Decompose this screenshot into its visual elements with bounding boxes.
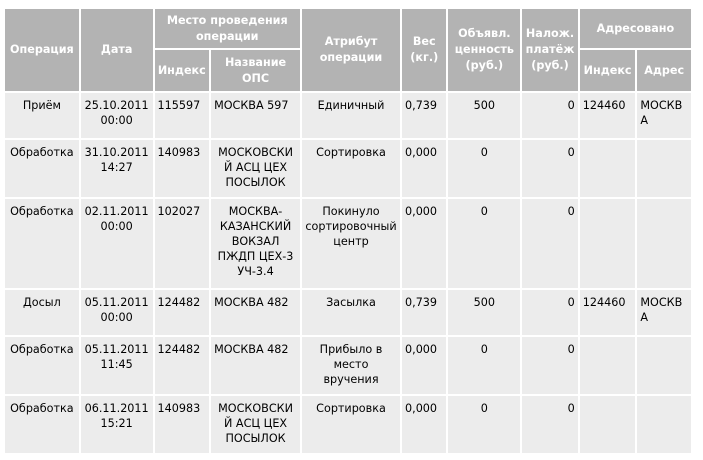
cell-operation: Обработка (5, 140, 79, 197)
cell-attribute: Сортировка (302, 396, 401, 453)
cell-date: 31.10.2011 14:27 (80, 140, 153, 197)
cell-attribute: Сортировка (302, 140, 401, 197)
table-row: Обработка 06.11.2011 15:21 140983 МОСКОВ… (5, 396, 691, 453)
cell-addr-address (637, 337, 691, 394)
cell-date: 05.11.2011 00:00 (80, 290, 153, 335)
table-row: Приём 25.10.2011 00:00 115597 МОСКВА 597… (5, 93, 691, 138)
cell-addr-address: МОСКВА (637, 290, 691, 335)
cell-index: 124482 (154, 290, 210, 335)
cell-index: 115597 (154, 93, 210, 138)
header-place: Место проведения операции (154, 9, 300, 48)
header-cod: Налож. платёж (руб.) (522, 9, 578, 91)
cell-operation: Обработка (5, 337, 79, 394)
cell-declared-value: 500 (448, 93, 521, 138)
cell-declared-value: 0 (448, 140, 521, 197)
cell-attribute: Покинуло сортировочный центр (302, 199, 401, 288)
header-operation: Операция (5, 9, 79, 91)
cell-addr-address (637, 396, 691, 453)
header-declared-value: Объявл. ценность (руб.) (448, 9, 521, 91)
tracking-history-table: Операция Дата Место проведения операции … (3, 7, 693, 455)
cell-cod: 0 (522, 290, 578, 335)
cell-weight: 0,000 (402, 337, 447, 394)
cell-weight: 0,000 (402, 140, 447, 197)
cell-declared-value: 0 (448, 396, 521, 453)
cell-attribute: Единичный (302, 93, 401, 138)
table-row: Обработка 02.11.2011 00:00 102027 МОСКВА… (5, 199, 691, 288)
cell-addr-index (579, 199, 636, 288)
header-addr-address: Адрес (637, 50, 691, 91)
cell-operation: Обработка (5, 396, 79, 453)
cell-addr-index: 124460 (579, 93, 636, 138)
header-attribute: Атрибут операции (302, 9, 401, 91)
cell-declared-value: 0 (448, 199, 521, 288)
cell-ops-name: МОСКВА 482 (211, 337, 300, 394)
cell-addr-index (579, 396, 636, 453)
cell-date: 25.10.2011 00:00 (80, 93, 153, 138)
cell-index: 124482 (154, 337, 210, 394)
header-addr-index: Индекс (579, 50, 636, 91)
cell-addr-index: 124460 (579, 290, 636, 335)
cell-operation: Обработка (5, 199, 79, 288)
table-row: Досыл 05.11.2011 00:00 124482 МОСКВА 482… (5, 290, 691, 335)
cell-weight: 0,000 (402, 396, 447, 453)
table-header: Операция Дата Место проведения операции … (5, 9, 691, 91)
cell-weight: 0,739 (402, 290, 447, 335)
cell-cod: 0 (522, 93, 578, 138)
cell-weight: 0,739 (402, 93, 447, 138)
table-row: Обработка 05.11.2011 11:45 124482 МОСКВА… (5, 337, 691, 394)
header-weight: Вес (кг.) (402, 9, 447, 91)
header-date: Дата (80, 9, 153, 91)
cell-index: 140983 (154, 140, 210, 197)
cell-index: 102027 (154, 199, 210, 288)
cell-ops-name: МОСКОВСКИЙ АСЦ ЦЕХ ПОСЫЛОК (211, 396, 300, 453)
cell-attribute: Прибыло в место вручения (302, 337, 401, 394)
cell-weight: 0,000 (402, 199, 447, 288)
cell-addr-address (637, 199, 691, 288)
cell-cod: 0 (522, 140, 578, 197)
header-addressed: Адресовано (579, 9, 691, 48)
cell-cod: 0 (522, 337, 578, 394)
cell-declared-value: 500 (448, 290, 521, 335)
cell-addr-index (579, 337, 636, 394)
cell-addr-address: МОСКВА (637, 93, 691, 138)
header-ops-name: Название ОПС (211, 50, 300, 91)
table-row: Обработка 31.10.2011 14:27 140983 МОСКОВ… (5, 140, 691, 197)
cell-date: 05.11.2011 11:45 (80, 337, 153, 394)
cell-operation: Досыл (5, 290, 79, 335)
cell-addr-index (579, 140, 636, 197)
cell-attribute: Засылка (302, 290, 401, 335)
cell-ops-name: МОСКОВСКИЙ АСЦ ЦЕХ ПОСЫЛОК (211, 140, 300, 197)
cell-cod: 0 (522, 396, 578, 453)
cell-operation: Приём (5, 93, 79, 138)
cell-cod: 0 (522, 199, 578, 288)
cell-ops-name: МОСКВА 597 (211, 93, 300, 138)
table-body: Приём 25.10.2011 00:00 115597 МОСКВА 597… (5, 93, 691, 453)
cell-index: 140983 (154, 396, 210, 453)
header-index: Индекс (154, 50, 210, 91)
cell-ops-name: МОСКВА 482 (211, 290, 300, 335)
cell-date: 02.11.2011 00:00 (80, 199, 153, 288)
cell-date: 06.11.2011 15:21 (80, 396, 153, 453)
cell-declared-value: 0 (448, 337, 521, 394)
cell-addr-address (637, 140, 691, 197)
cell-ops-name: МОСКВА-КАЗАНСКИЙ ВОКЗАЛ ПЖДП ЦЕХ-3 УЧ-3.… (211, 199, 300, 288)
